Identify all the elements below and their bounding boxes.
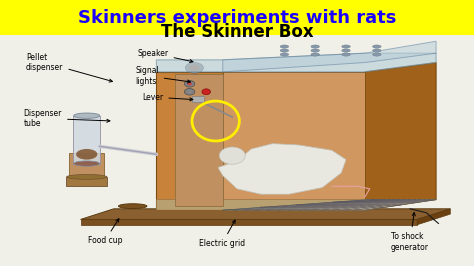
Polygon shape — [218, 144, 346, 194]
Ellipse shape — [189, 65, 200, 71]
Ellipse shape — [280, 53, 289, 56]
Polygon shape — [81, 219, 417, 225]
Polygon shape — [81, 209, 450, 219]
Polygon shape — [223, 72, 365, 210]
Polygon shape — [175, 74, 223, 206]
Text: Electric grid: Electric grid — [199, 220, 245, 248]
Bar — [192, 96, 204, 102]
Bar — [66, 177, 107, 186]
Ellipse shape — [311, 53, 319, 56]
Ellipse shape — [118, 204, 147, 209]
Text: Signal
lights: Signal lights — [135, 66, 191, 85]
Ellipse shape — [66, 174, 107, 179]
Text: Skinners experiments with rats: Skinners experiments with rats — [78, 9, 396, 27]
Ellipse shape — [219, 147, 246, 164]
Ellipse shape — [311, 49, 319, 52]
Text: The Skinner Box: The Skinner Box — [161, 23, 313, 41]
Ellipse shape — [187, 90, 192, 93]
Text: Speaker: Speaker — [137, 49, 193, 63]
Bar — [73, 116, 100, 164]
Polygon shape — [417, 209, 450, 225]
Ellipse shape — [280, 49, 289, 52]
Ellipse shape — [342, 45, 350, 48]
Text: Food cup: Food cup — [88, 219, 122, 245]
Ellipse shape — [342, 49, 350, 52]
Text: Dispenser
tube: Dispenser tube — [24, 109, 110, 128]
Polygon shape — [223, 200, 436, 210]
Text: To shock
generator: To shock generator — [391, 213, 429, 252]
Ellipse shape — [187, 82, 192, 85]
Ellipse shape — [342, 53, 350, 56]
Polygon shape — [156, 72, 223, 210]
Text: Pellet
dispenser: Pellet dispenser — [26, 53, 112, 82]
Ellipse shape — [202, 89, 210, 95]
Ellipse shape — [311, 45, 319, 48]
Polygon shape — [223, 41, 436, 72]
Polygon shape — [156, 200, 436, 210]
Ellipse shape — [76, 149, 98, 160]
Ellipse shape — [373, 49, 381, 52]
Ellipse shape — [73, 113, 100, 118]
Bar — [69, 153, 104, 178]
Bar — [0, 0, 474, 35]
Text: Lever: Lever — [142, 93, 193, 102]
Ellipse shape — [280, 45, 289, 48]
Ellipse shape — [373, 45, 381, 48]
Ellipse shape — [73, 161, 100, 166]
Polygon shape — [365, 63, 436, 210]
Ellipse shape — [184, 81, 195, 87]
Polygon shape — [156, 53, 436, 72]
Ellipse shape — [184, 88, 195, 95]
Ellipse shape — [185, 63, 203, 73]
Ellipse shape — [373, 53, 381, 56]
